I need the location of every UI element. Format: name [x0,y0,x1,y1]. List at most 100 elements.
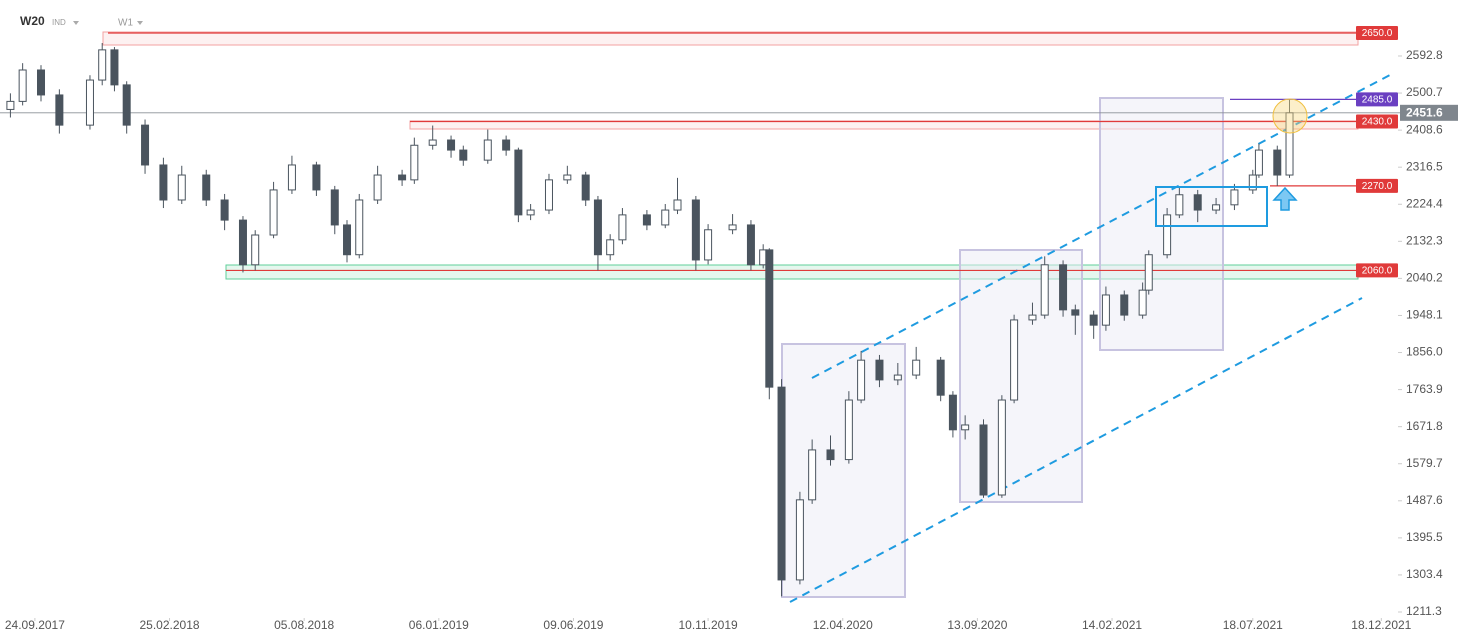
candle-body [1089,314,1098,326]
candle-body [410,144,419,181]
candle-body [483,139,492,161]
y-tick-label: 1303.4 [1406,567,1443,581]
candle-body [728,224,737,231]
candle-body [1138,289,1147,316]
y-tick-label: 2224.4 [1406,196,1443,210]
x-tick-label: 09.06.2019 [543,618,603,632]
level-label: 2650.0 [1362,28,1393,39]
candle-body [912,359,921,376]
candle-body [948,394,957,431]
x-tick-label: 18.12.2021 [1351,618,1411,632]
candle-body [1101,294,1110,326]
candle-body [826,449,835,461]
candle-body [526,209,535,216]
candle-body [581,174,590,201]
y-tick-label: 2592.8 [1406,48,1443,62]
up-arrow [1272,186,1298,211]
candle-body [844,399,853,461]
y-tick-label: 1856.0 [1406,345,1443,359]
candle-body [1071,309,1080,316]
level-label-box [1356,263,1398,278]
candle-body [1212,204,1221,211]
candle-body [447,139,456,151]
candle-body [893,374,902,381]
candle-body [55,94,64,126]
x-tick-label: 18.07.2021 [1223,618,1283,632]
timeframe: W1 [118,18,133,29]
candle-body [936,359,945,396]
candle-body [1285,112,1294,176]
y-tick-label: 2040.2 [1406,271,1443,285]
candle-body [1120,294,1129,316]
y-tick-label: 1579.7 [1406,456,1443,470]
candle-body [141,124,150,166]
candle-body [563,174,572,181]
candle-body [85,79,94,126]
candle-body [857,359,866,401]
candle-body [177,174,186,201]
x-tick-label: 10.11.2019 [679,618,738,632]
candle-body [37,69,46,96]
resistance-zone [102,31,1359,46]
candle-body [238,219,247,266]
x-tick-label: 05.08.2018 [274,618,334,632]
candle-body [765,249,774,388]
candle-body [1254,149,1263,176]
level-label: 2270.0 [1362,181,1393,192]
x-tick-label: 06.01.2019 [409,618,469,632]
candle-body [110,49,119,86]
candle-body [514,149,523,216]
candle-body [1163,214,1172,256]
symbol-type: IND [52,18,66,27]
candle-body [287,164,296,191]
candle-body [961,424,970,431]
candle-body [808,449,817,501]
candle-body [1144,254,1153,291]
y-tick-label: 1948.1 [1406,308,1443,322]
candle-body [1028,314,1037,321]
candle-body [355,199,364,256]
candle-body [795,499,804,581]
candle-body [459,149,468,161]
candle-body [1193,194,1202,211]
y-tick-label: 1763.9 [1406,382,1443,396]
y-tick-label: 2500.7 [1406,85,1443,99]
candle-body [159,164,168,201]
candle-body [398,174,407,181]
range-box [1155,186,1268,227]
y-tick-label: 2132.3 [1406,233,1443,247]
candle-body [746,224,755,266]
candle-body [251,234,260,266]
candle-body [312,164,321,191]
x-tick-label: 24.09.2017 [5,618,65,632]
y-tick-label: 2408.6 [1406,122,1443,136]
candle-body [1040,264,1049,316]
y-tick-label: 2316.5 [1406,159,1443,173]
y-tick-label: 1211.3 [1406,604,1442,618]
x-tick-label: 14.02.2021 [1082,618,1142,632]
candle-body [343,224,352,256]
last-price-box [1400,104,1458,121]
candle-body [606,239,615,256]
candle-body [661,209,670,226]
candle-body [593,199,602,256]
y-tick-label: 1487.6 [1406,493,1443,507]
candle-body [1230,189,1239,206]
dropdown-icon [137,21,143,25]
level-label-box [1356,114,1398,129]
trend-line [789,297,1363,603]
candle-body [202,174,211,201]
candle-body [979,424,988,496]
candle-body [642,214,651,226]
y-tick-label: 1395.5 [1406,530,1443,544]
candle-body [691,199,700,261]
candle-body [428,139,437,146]
candle-body [122,84,131,126]
candle-body [673,199,682,211]
candle-body [777,386,786,581]
candle-body [330,189,339,226]
level-label-box [1356,92,1398,107]
level-label-box [1356,25,1398,40]
